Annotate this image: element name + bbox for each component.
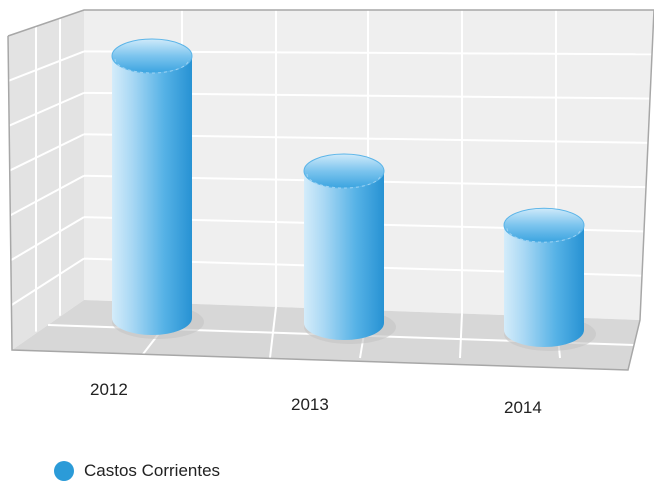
bar-2012: [111, 38, 204, 339]
chart-frame: [7, 9, 654, 371]
left-wall: [8, 10, 84, 350]
bar-2014: [503, 207, 596, 351]
x-tick-label: 2014: [504, 398, 542, 417]
x-tick-label: 2012: [90, 380, 128, 399]
legend-label: Castos Corrientes: [84, 461, 221, 480]
legend: Castos Corrientes: [54, 461, 220, 481]
x-tick-label: 2013: [291, 395, 329, 414]
legend-marker: [54, 461, 74, 481]
bar-2013: [303, 153, 396, 344]
